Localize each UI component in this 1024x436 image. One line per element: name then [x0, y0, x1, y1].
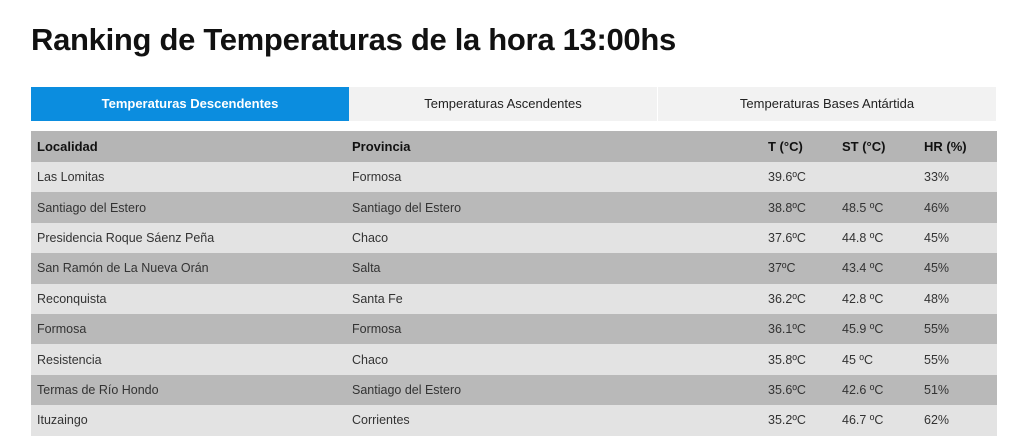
table-header-row: Localidad Provincia T (°C) ST (°C) HR (%… [31, 131, 997, 162]
cell-humedad: 45% [918, 222, 997, 254]
cell-localidad: Santiago del Estero [31, 192, 346, 223]
cell-provincia: Formosa [346, 162, 762, 193]
cell-provincia: Chaco [346, 222, 762, 254]
table-row: Presidencia Roque Sáenz Peña Chaco 37.6ºC 4… [31, 222, 997, 254]
cell-humedad: 48% [918, 283, 997, 314]
cell-provincia: Chaco [346, 344, 762, 375]
cell-localidad: Presidencia Roque Sáenz Peña [31, 222, 346, 254]
cell-temperatura: 35.6ºC [762, 374, 836, 406]
cell-provincia: Santa Fe [346, 283, 762, 314]
cell-sensacion-termica: 45 ºC [836, 344, 918, 375]
table-row: Ituzaingo Corrientes 35.2ºC 46.7 ºC 62% [31, 405, 997, 436]
tab-temperaturas-ascendentes[interactable]: Temperaturas Ascendentes [349, 87, 658, 121]
cell-temperatura: 35.8ºC [762, 344, 836, 375]
table-row: Reconquista Santa Fe 36.2ºC 42.8 ºC 48% [31, 283, 997, 314]
tab-bar: Temperaturas Descendentes Temperaturas A… [31, 87, 996, 121]
cell-provincia: Formosa [346, 313, 762, 345]
tab-temperaturas-bases-antartida[interactable]: Temperaturas Bases Antártida [658, 87, 996, 121]
cell-sensacion-termica: 42.6 ºC [836, 374, 918, 406]
cell-sensacion-termica [836, 162, 918, 193]
cell-provincia: Santiago del Estero [346, 374, 762, 406]
header-provincia: Provincia [346, 131, 762, 162]
tab-temperaturas-descendentes[interactable]: Temperaturas Descendentes [31, 87, 349, 121]
cell-humedad: 55% [918, 313, 997, 345]
ranking-table: Localidad Provincia T (°C) ST (°C) HR (%… [31, 131, 997, 436]
cell-localidad: Las Lomitas [31, 162, 346, 193]
cell-humedad: 62% [918, 405, 997, 436]
cell-localidad: Ituzaingo [31, 405, 346, 436]
cell-humedad: 55% [918, 344, 997, 375]
table-row: San Ramón de La Nueva Orán Salta 37ºC 43.4 … [31, 253, 997, 284]
cell-sensacion-termica: 42.8 ºC [836, 283, 918, 314]
cell-provincia: Salta [346, 253, 762, 284]
cell-temperatura: 37ºC [762, 253, 836, 284]
table-row: Termas de Río Hondo Santiago del Estero 35… [31, 374, 997, 406]
cell-sensacion-termica: 48.5 ºC [836, 192, 918, 223]
cell-humedad: 33% [918, 162, 997, 193]
cell-sensacion-termica: 46.7 ºC [836, 405, 918, 436]
table-row: Santiago del Estero Santiago del Estero 38… [31, 192, 997, 223]
cell-temperatura: 36.2ºC [762, 283, 836, 314]
cell-temperatura: 38.8ºC [762, 192, 836, 223]
table-row: Formosa Formosa 36.1ºC 45.9 ºC 55% [31, 313, 997, 345]
cell-localidad: Reconquista [31, 283, 346, 314]
cell-temperatura: 36.1ºC [762, 313, 836, 345]
table-row: Resistencia Chaco 35.8ºC 45 ºC 55% [31, 344, 997, 375]
table-row: Las Lomitas Formosa 39.6ºC 33% [31, 162, 997, 193]
cell-provincia: Santiago del Estero [346, 192, 762, 223]
cell-sensacion-termica: 44.8 ºC [836, 222, 918, 254]
cell-localidad: San Ramón de La Nueva Orán [31, 253, 346, 284]
cell-temperatura: 37.6ºC [762, 222, 836, 254]
header-localidad: Localidad [31, 131, 346, 162]
header-sensacion-termica: ST (°C) [836, 131, 918, 162]
cell-humedad: 51% [918, 374, 997, 406]
cell-provincia: Corrientes [346, 405, 762, 436]
cell-sensacion-termica: 45.9 ºC [836, 313, 918, 345]
cell-localidad: Resistencia [31, 344, 346, 375]
header-temperatura: T (°C) [762, 131, 836, 162]
cell-humedad: 45% [918, 253, 997, 284]
cell-sensacion-termica: 43.4 ºC [836, 253, 918, 284]
cell-localidad: Termas de Río Hondo [31, 374, 346, 406]
cell-temperatura: 35.2ºC [762, 405, 836, 436]
page-title: Ranking de Temperaturas de la hora 13:00… [31, 22, 676, 57]
cell-localidad: Formosa [31, 313, 346, 345]
cell-temperatura: 39.6ºC [762, 162, 836, 193]
cell-humedad: 46% [918, 192, 997, 223]
header-humedad: HR (%) [918, 131, 997, 162]
